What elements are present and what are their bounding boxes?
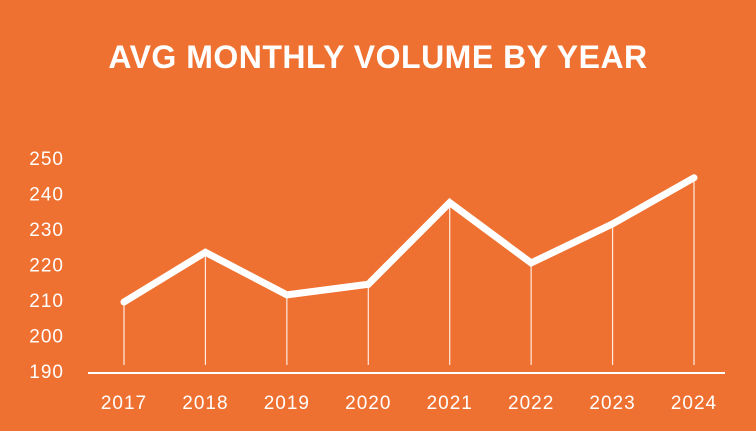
- y-tick-label: 230: [29, 220, 64, 241]
- x-tick-label: 2019: [264, 393, 310, 414]
- x-tick-label: 2023: [589, 393, 635, 414]
- x-tick-label: 2018: [182, 393, 228, 414]
- y-tick-label: 240: [29, 185, 64, 206]
- x-tick-label: 2017: [101, 393, 147, 414]
- x-tick-label: 2021: [427, 393, 473, 414]
- y-tick-label: 220: [29, 256, 64, 277]
- y-tick-label: 200: [29, 327, 64, 348]
- y-tick-label: 190: [29, 362, 64, 383]
- data-line: [120, 174, 698, 306]
- x-tick-label: 2024: [671, 393, 717, 414]
- chart-title: AVG MONTHLY VOLUME BY YEAR: [108, 39, 648, 75]
- x-tick-label: 2020: [345, 393, 391, 414]
- x-tick-label: 2022: [508, 393, 554, 414]
- y-tick-label: 250: [29, 149, 64, 170]
- y-tick-label: 210: [29, 291, 64, 312]
